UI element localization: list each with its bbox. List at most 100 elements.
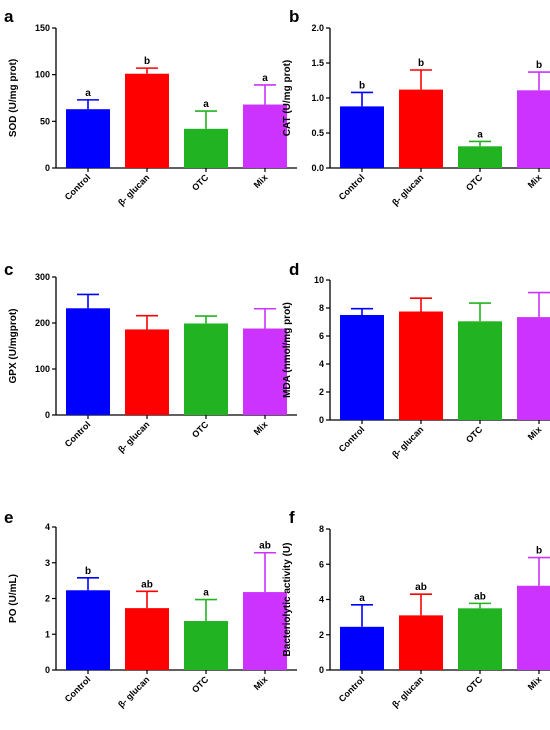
category-label: Control (337, 674, 367, 704)
y-tick-label: 0 (319, 665, 324, 675)
significance-label: b (536, 60, 542, 71)
bar-2 (184, 621, 228, 670)
bar-2 (184, 128, 228, 168)
chart-panel-c: c GPX (U/mgprot) 0 100 200 300 Control β- gluca… (4, 260, 297, 455)
category-label: Control (63, 674, 93, 704)
y-tick-label: 0 (45, 163, 50, 173)
chart-panel-d: d MDA (nmol/mg prot) 0 2 4 6 8 10 Control β- gluc… (282, 260, 550, 460)
significance-label: b (144, 56, 150, 67)
panel-letter: c (4, 260, 13, 279)
significance-label: ab (415, 582, 427, 593)
bar-0 (66, 590, 110, 670)
bar-1 (125, 73, 169, 168)
significance-label: a (203, 99, 209, 110)
y-tick-label: 100 (35, 70, 50, 80)
category-label: Control (63, 419, 93, 449)
bar-1 (399, 89, 443, 168)
bar-2 (458, 608, 502, 670)
y-tick-label: 4 (45, 522, 50, 532)
category-label: OTC (190, 172, 211, 193)
significance-label: a (262, 73, 268, 84)
panel-letter: a (4, 7, 14, 26)
category-label: OTC (190, 674, 211, 695)
panel-letter: b (289, 7, 299, 26)
bar-1 (125, 608, 169, 670)
bar-1 (399, 311, 443, 420)
bar-0 (66, 308, 110, 415)
y-tick-label: 4 (319, 595, 324, 605)
category-label: Mix (526, 424, 544, 442)
category-label: Control (337, 172, 367, 202)
category-label: Mix (252, 172, 270, 190)
category-label: Mix (252, 419, 270, 437)
bar-3 (517, 317, 550, 420)
panel-letter: e (4, 508, 13, 527)
y-tick-label: 8 (319, 303, 324, 313)
bar-1 (399, 615, 443, 670)
y-tick-label: 1.5 (311, 58, 324, 68)
y-tick-label: 2 (319, 630, 324, 640)
y-tick-label: 0 (319, 415, 324, 425)
y-tick-label: 150 (35, 23, 50, 33)
significance-label: a (203, 588, 209, 599)
chart-panel-a: a SOD (U/mg prot) 0 50 100 150 a Control b β- glu… (4, 7, 297, 208)
y-tick-label: 2 (45, 594, 50, 604)
panel-letter: f (289, 508, 295, 527)
bar-3 (243, 104, 287, 168)
bar-2 (184, 323, 228, 415)
y-axis-label: GPX (U/mgprot) (8, 309, 19, 384)
y-tick-label: 6 (319, 331, 324, 341)
y-axis-label: MDA (nmol/mg prot) (282, 302, 293, 398)
category-label: β- glucan (390, 424, 425, 459)
significance-label: a (477, 129, 483, 140)
y-axis-label: PO (U/mL) (8, 574, 19, 623)
category-label: Control (337, 424, 367, 454)
y-tick-label: 3 (45, 558, 50, 568)
category-label: Mix (526, 172, 544, 190)
significance-label: ab (259, 541, 271, 552)
significance-label: b (85, 566, 91, 577)
category-label: OTC (464, 172, 485, 193)
y-tick-label: 0 (45, 410, 50, 420)
y-axis-label: Bacteriolytic activity (U) (282, 543, 293, 657)
significance-label: b (536, 546, 542, 557)
category-label: β- glucan (116, 674, 151, 709)
bar-0 (66, 109, 110, 168)
y-tick-label: 100 (35, 364, 50, 374)
y-tick-label: 300 (35, 272, 50, 282)
significance-label: ab (141, 579, 153, 590)
category-label: β- glucan (116, 172, 151, 207)
bar-0 (340, 106, 384, 168)
category-label: β- glucan (116, 419, 151, 454)
y-tick-label: 4 (319, 359, 324, 369)
bar-2 (458, 321, 502, 420)
bar-3 (243, 592, 287, 670)
category-label: OTC (464, 424, 485, 445)
significance-label: a (359, 593, 365, 604)
bar-2 (458, 146, 502, 168)
y-tick-label: 8 (319, 524, 324, 534)
y-tick-label: 200 (35, 318, 50, 328)
category-label: Control (63, 172, 93, 202)
category-label: Mix (252, 674, 270, 692)
y-tick-label: 0.5 (311, 128, 324, 138)
y-tick-label: 10 (314, 275, 324, 285)
y-tick-label: 50 (40, 116, 50, 126)
bar-3 (517, 585, 550, 670)
y-axis-label: CAT (U/mg prot) (282, 60, 293, 136)
y-tick-label: 2.0 (311, 23, 324, 33)
significance-label: ab (474, 591, 486, 602)
y-tick-label: 0 (45, 665, 50, 675)
category-label: β- glucan (390, 172, 425, 207)
bar-3 (517, 90, 550, 168)
y-tick-label: 2 (319, 387, 324, 397)
significance-label: b (418, 58, 424, 69)
category-label: Mix (526, 674, 544, 692)
category-label: β- glucan (390, 674, 425, 709)
chart-panel-e: e PO (U/mL) 0 1 2 3 4 b Control ab β- glucan a OTC ab… (4, 508, 297, 710)
y-tick-label: 1.0 (311, 93, 324, 103)
significance-label: b (359, 80, 365, 91)
bar-0 (340, 626, 384, 670)
chart-panel-f: f Bacteriolytic activity (U) 0 2 4 6 8 a Control… (282, 508, 550, 710)
y-tick-label: 6 (319, 559, 324, 569)
